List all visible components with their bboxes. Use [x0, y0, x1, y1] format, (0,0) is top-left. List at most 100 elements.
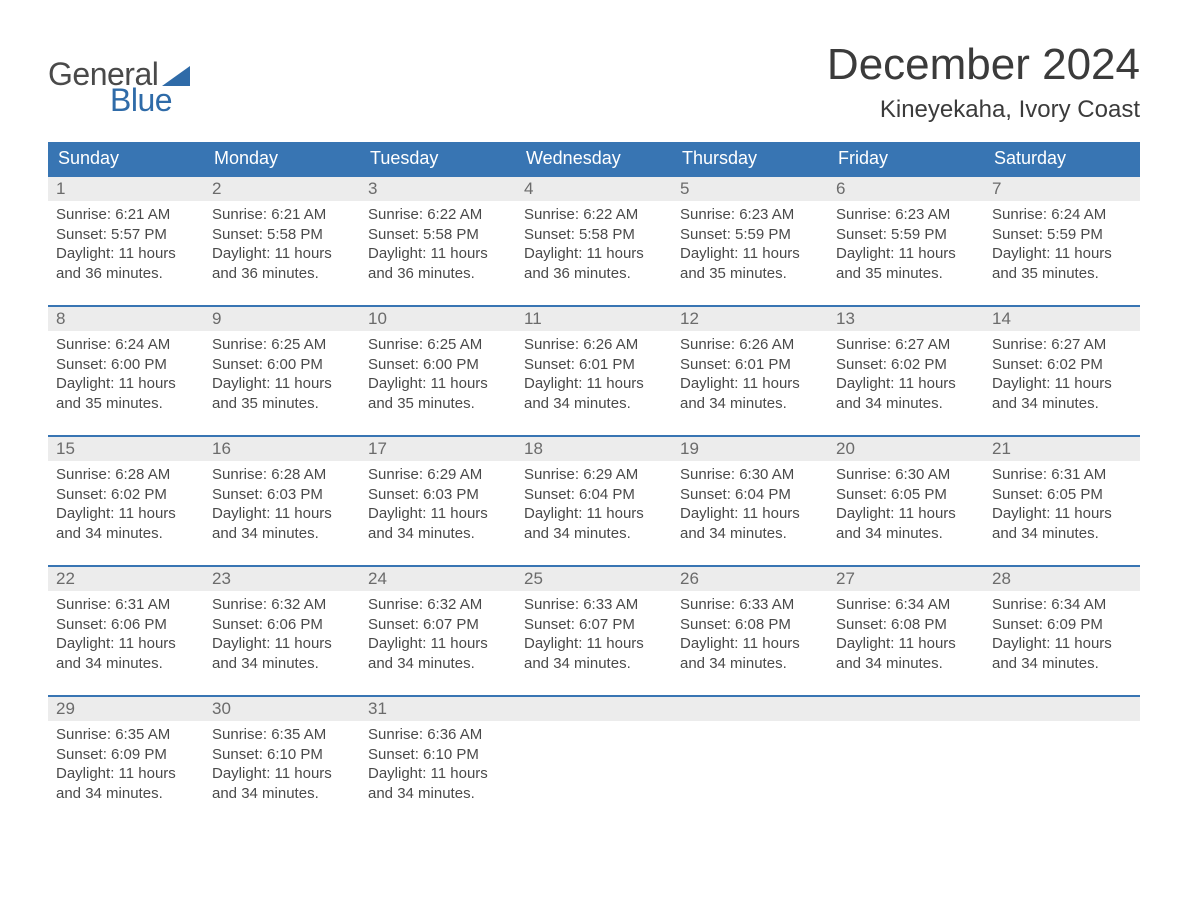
daylight-line-1: Daylight: 11 hours	[524, 634, 664, 654]
daylight-line-2: and 34 minutes.	[524, 394, 664, 414]
daylight-line-1: Daylight: 11 hours	[680, 504, 820, 524]
day-body: Sunrise: 6:29 AMSunset: 6:03 PMDaylight:…	[360, 461, 516, 549]
day-body	[984, 721, 1140, 731]
sunset-text: Sunset: 6:08 PM	[836, 615, 976, 635]
daylight-line-2: and 35 minutes.	[992, 264, 1132, 284]
sunrise-text: Sunrise: 6:36 AM	[368, 725, 508, 745]
day-number: 5	[680, 179, 689, 198]
calendar-day: 27Sunrise: 6:34 AMSunset: 6:08 PMDayligh…	[828, 567, 984, 679]
daylight-line-2: and 34 minutes.	[524, 524, 664, 544]
daylight-line-2: and 34 minutes.	[368, 784, 508, 804]
location-subtitle: Kineyekaha, Ivory Coast	[827, 96, 1140, 124]
sunset-text: Sunset: 6:04 PM	[524, 485, 664, 505]
day-number-row: 16	[204, 437, 360, 461]
sunset-text: Sunset: 6:06 PM	[212, 615, 352, 635]
day-number: 31	[368, 699, 387, 718]
day-body: Sunrise: 6:31 AMSunset: 6:06 PMDaylight:…	[48, 591, 204, 679]
sunrise-text: Sunrise: 6:32 AM	[212, 595, 352, 615]
day-number: 12	[680, 309, 699, 328]
sunrise-text: Sunrise: 6:27 AM	[836, 335, 976, 355]
calendar-day: 14Sunrise: 6:27 AMSunset: 6:02 PMDayligh…	[984, 307, 1140, 419]
calendar: SundayMondayTuesdayWednesdayThursdayFrid…	[48, 142, 1140, 809]
sunrise-text: Sunrise: 6:32 AM	[368, 595, 508, 615]
sunset-text: Sunset: 5:59 PM	[836, 225, 976, 245]
daylight-line-2: and 35 minutes.	[212, 394, 352, 414]
sunrise-text: Sunrise: 6:25 AM	[212, 335, 352, 355]
calendar-day: 5 Sunrise: 6:23 AMSunset: 5:59 PMDaylight…	[672, 177, 828, 289]
day-number: 22	[56, 569, 75, 588]
day-number-row: 7	[984, 177, 1140, 201]
sunset-text: Sunset: 6:04 PM	[680, 485, 820, 505]
weekday-header: Tuesday	[360, 142, 516, 175]
sunset-text: Sunset: 6:09 PM	[992, 615, 1132, 635]
day-number: 18	[524, 439, 543, 458]
daylight-line-1: Daylight: 11 hours	[524, 244, 664, 264]
sunset-text: Sunset: 6:02 PM	[836, 355, 976, 375]
day-number-row: 30	[204, 697, 360, 721]
month-title: December 2024	[827, 40, 1140, 90]
day-body: Sunrise: 6:21 AMSunset: 5:58 PMDaylight:…	[204, 201, 360, 289]
calendar-day: 1Sunrise: 6:21 AMSunset: 5:57 PMDaylight…	[48, 177, 204, 289]
day-number-row: 25	[516, 567, 672, 591]
calendar-week: 22Sunrise: 6:31 AMSunset: 6:06 PMDayligh…	[48, 565, 1140, 679]
calendar-day: 25 Sunrise: 6:33 AMSunset: 6:07 PMDayligh…	[516, 567, 672, 679]
sunrise-text: Sunrise: 6:27 AM	[992, 335, 1132, 355]
daylight-line-1: Daylight: 11 hours	[368, 244, 508, 264]
calendar-day: 20Sunrise: 6:30 AMSunset: 6:05 PMDayligh…	[828, 437, 984, 549]
day-body: Sunrise: 6:26 AMSunset: 6:01 PMDaylight:…	[516, 331, 672, 419]
sunset-text: Sunset: 6:00 PM	[56, 355, 196, 375]
header-bar: General Blue December 2024 Kineyekaha, I…	[48, 40, 1140, 124]
sunrise-text: Sunrise: 6:31 AM	[56, 595, 196, 615]
day-number-row: 20	[828, 437, 984, 461]
sunset-text: Sunset: 6:08 PM	[680, 615, 820, 635]
day-number: 1	[56, 179, 65, 198]
day-number-row: 3	[360, 177, 516, 201]
day-body: Sunrise: 6:33 AMSunset: 6:07 PMDaylight:…	[516, 591, 672, 679]
daylight-line-2: and 34 minutes.	[368, 654, 508, 674]
calendar-day: 22 Sunrise: 6:31 AMSunset: 6:06 PMDayligh…	[48, 567, 204, 679]
calendar-day: 17Sunrise: 6:29 AMSunset: 6:03 PMDayligh…	[360, 437, 516, 549]
day-body: Sunrise: 6:23 AMSunset: 5:59 PMDaylight:…	[672, 201, 828, 289]
daylight-line-1: Daylight: 11 hours	[368, 374, 508, 394]
daylight-line-2: and 34 minutes.	[212, 784, 352, 804]
daylight-line-2: and 34 minutes.	[56, 654, 196, 674]
day-number: 2	[212, 179, 221, 198]
sunrise-text: Sunrise: 6:28 AM	[212, 465, 352, 485]
day-body	[672, 721, 828, 731]
day-number-row: 4	[516, 177, 672, 201]
sunset-text: Sunset: 6:00 PM	[368, 355, 508, 375]
day-number-row: 8	[48, 307, 204, 331]
daylight-line-2: and 35 minutes.	[368, 394, 508, 414]
daylight-line-1: Daylight: 11 hours	[212, 244, 352, 264]
sunset-text: Sunset: 6:05 PM	[836, 485, 976, 505]
sunrise-text: Sunrise: 6:35 AM	[212, 725, 352, 745]
day-number-row: 17	[360, 437, 516, 461]
day-number-row: 5	[672, 177, 828, 201]
day-number: 29	[56, 699, 75, 718]
day-number-row: 27	[828, 567, 984, 591]
sunrise-text: Sunrise: 6:24 AM	[992, 205, 1132, 225]
daylight-line-1: Daylight: 11 hours	[992, 634, 1132, 654]
weekday-header: Wednesday	[516, 142, 672, 175]
day-number: 25	[524, 569, 543, 588]
day-number-row: 26	[672, 567, 828, 591]
daylight-line-2: and 34 minutes.	[836, 524, 976, 544]
day-number-row: 22	[48, 567, 204, 591]
sunrise-text: Sunrise: 6:34 AM	[992, 595, 1132, 615]
day-number-row: 21	[984, 437, 1140, 461]
daylight-line-2: and 35 minutes.	[836, 264, 976, 284]
day-body: Sunrise: 6:24 AMSunset: 5:59 PMDaylight:…	[984, 201, 1140, 289]
day-body: Sunrise: 6:32 AMSunset: 6:06 PMDaylight:…	[204, 591, 360, 679]
sunrise-text: Sunrise: 6:34 AM	[836, 595, 976, 615]
day-body: Sunrise: 6:32 AMSunset: 6:07 PMDaylight:…	[360, 591, 516, 679]
calendar-week: 1Sunrise: 6:21 AMSunset: 5:57 PMDaylight…	[48, 175, 1140, 289]
sunrise-text: Sunrise: 6:28 AM	[56, 465, 196, 485]
day-number: 23	[212, 569, 231, 588]
day-body: Sunrise: 6:31 AMSunset: 6:05 PMDaylight:…	[984, 461, 1140, 549]
daylight-line-2: and 34 minutes.	[836, 654, 976, 674]
sunset-text: Sunset: 5:58 PM	[212, 225, 352, 245]
daylight-line-2: and 34 minutes.	[212, 654, 352, 674]
sunrise-text: Sunrise: 6:22 AM	[368, 205, 508, 225]
daylight-line-1: Daylight: 11 hours	[56, 244, 196, 264]
day-body: Sunrise: 6:24 AMSunset: 6:00 PMDaylight:…	[48, 331, 204, 419]
